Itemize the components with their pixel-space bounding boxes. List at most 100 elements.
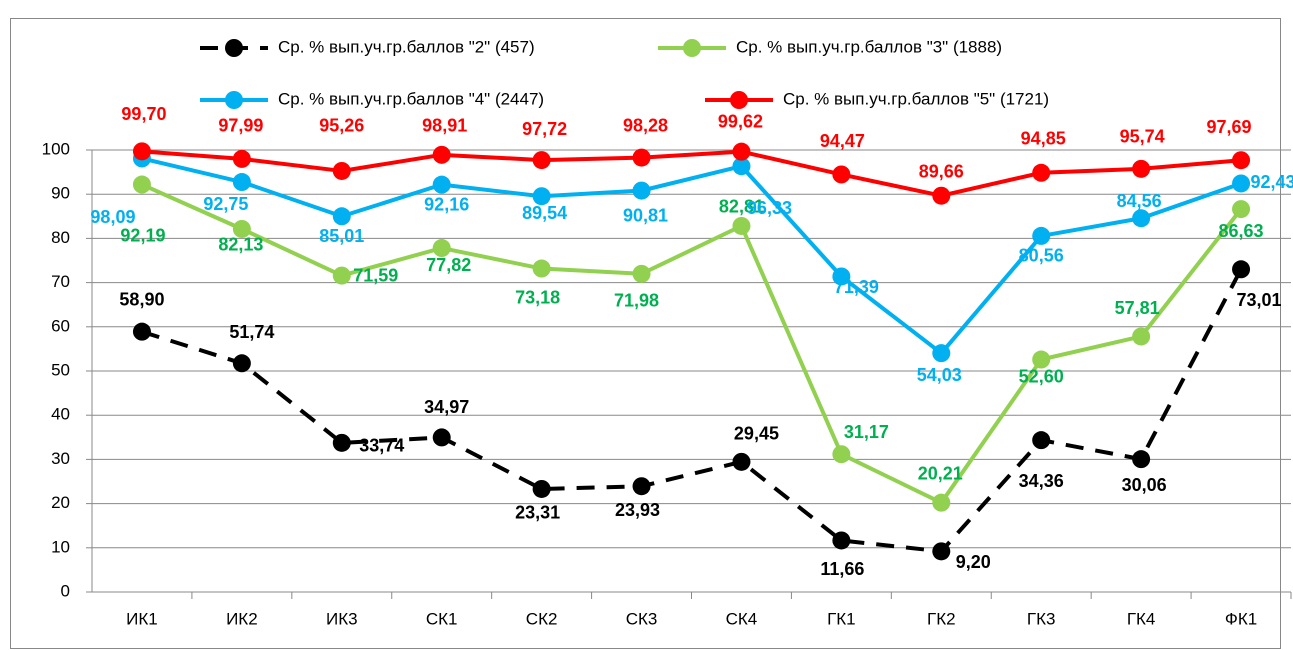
data-label: 82,13 [218,235,263,255]
data-point [1132,209,1151,228]
data-point [532,259,551,278]
data-point [632,181,651,200]
data-label: 71,98 [614,291,659,311]
series-line [141,156,1242,356]
x-tick-label: ГК2 [927,609,956,628]
data-point [1032,226,1051,245]
data-label: 86,63 [1219,221,1264,241]
data-label: 99,62 [718,111,763,131]
legend-marker [225,91,243,109]
data-label: 31,17 [844,422,889,442]
data-label: 92,75 [203,194,248,214]
data-label: 54,03 [917,365,962,385]
data-point [1232,200,1251,219]
data-point [832,531,851,550]
data-point [532,187,551,206]
legend-marker [225,39,243,57]
data-label: 23,93 [615,500,660,520]
data-label: 92,19 [120,225,165,245]
data-point [1232,260,1251,279]
data-point [1132,159,1151,178]
data-point [532,479,551,498]
data-point [232,173,251,192]
data-label: 77,82 [426,255,471,275]
data-label: 80,56 [1019,246,1064,266]
y-tick-label: 80 [51,228,70,247]
data-point [432,145,451,164]
data-point [132,142,151,161]
data-point [732,216,751,235]
x-tick-label: ГК3 [1027,609,1056,628]
data-label: 33,74 [359,436,404,456]
series-line [141,149,1242,198]
data-label: 11,66 [820,559,864,579]
y-tick-label: 30 [51,449,70,468]
data-point [732,142,751,161]
data-point [332,207,351,226]
data-point [332,161,351,180]
data-label: 97,69 [1207,117,1252,137]
data-point [432,175,451,194]
data-point [932,493,951,512]
data-point [632,477,651,496]
y-tick-label: 90 [51,184,70,203]
data-label: 9,20 [956,552,991,572]
x-tick-label: СК1 [426,609,458,628]
data-label: 73,01 [1237,290,1282,310]
data-point [232,354,251,373]
x-tick-label: ИК2 [226,609,258,628]
data-label: 97,99 [218,116,263,136]
legend-label: Ср. % вып.уч.гр.баллов "5" (1721) [783,89,1049,108]
data-point [932,542,951,561]
data-label: 94,85 [1021,129,1066,149]
data-point [632,264,651,283]
legend-marker [730,91,748,109]
x-tick-label: ИК1 [126,609,158,628]
data-point [232,219,251,238]
data-label: 71,39 [834,277,879,297]
data-point [1032,163,1051,182]
y-tick-label: 0 [61,581,70,600]
data-point [732,157,751,176]
data-label: 96,33 [747,198,792,218]
data-label: 29,45 [734,424,779,444]
data-label: 57,81 [1115,298,1160,318]
series-line [141,268,1243,554]
data-point [332,266,351,285]
x-tick-label: СК3 [626,609,658,628]
data-label: 23,31 [515,503,560,523]
data-label: 34,97 [424,397,469,417]
data-point [832,267,851,286]
data-label: 34,36 [1019,471,1064,491]
data-point [432,239,451,258]
data-point [232,149,251,168]
data-label: 92,43 [1251,172,1293,192]
series-line [141,182,1243,505]
data-label: 98,09 [90,207,135,227]
data-label: 94,47 [820,131,865,151]
data-point [832,445,851,464]
data-point [532,151,551,170]
data-point [132,175,151,194]
data-label: 82,81 [719,197,764,217]
data-label: 71,59 [353,265,398,285]
data-label: 52,60 [1019,366,1064,386]
data-label: 95,26 [319,116,364,136]
data-label: 51,74 [229,322,274,342]
data-point [632,148,651,167]
data-label: 98,28 [623,115,668,135]
data-label: 89,54 [522,203,567,223]
data-label: 84,56 [1117,191,1162,211]
data-label: 97,72 [522,119,567,139]
y-tick-label: 40 [51,405,70,424]
data-point [432,428,451,447]
data-point [1032,431,1051,450]
data-point [832,165,851,184]
y-tick-label: 10 [51,537,70,556]
y-tick-label: 20 [51,493,70,512]
data-label: 73,18 [515,287,560,307]
data-label: 90,81 [623,205,668,225]
x-tick-label: ИК3 [326,609,358,628]
chart-border [10,18,1281,649]
